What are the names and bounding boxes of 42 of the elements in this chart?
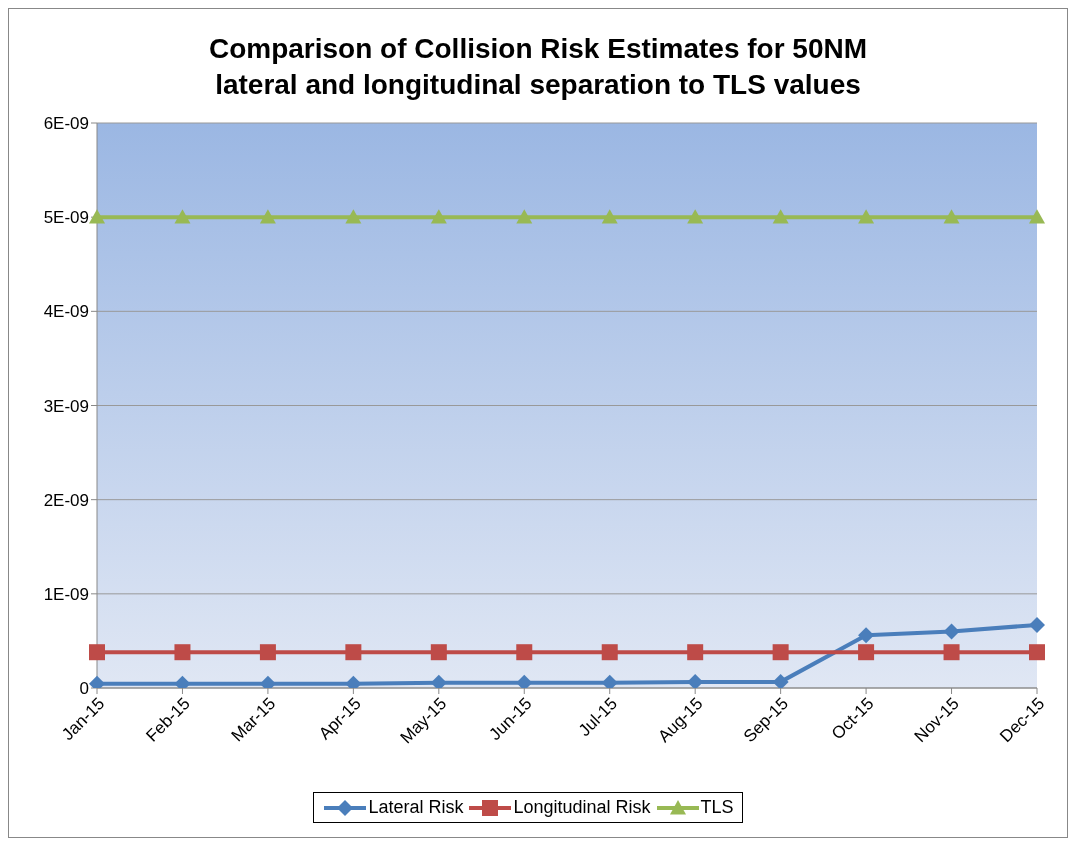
point [601,674,618,688]
y-tick-label: 1E-09 [43,584,89,604]
point [858,644,875,661]
y-tick-label: 6E-09 [43,114,89,134]
point [259,644,276,661]
point [430,644,447,661]
point [174,644,191,661]
point [858,209,875,224]
point [772,644,789,661]
point [430,209,447,224]
point [259,209,276,224]
y-tick-label: 5E-09 [43,208,89,228]
point [89,209,105,224]
point [89,644,105,661]
legend-label: TLS [700,797,734,818]
y-tick-label: 2E-09 [43,490,89,510]
point [943,623,960,640]
point [943,644,960,661]
point [772,673,789,688]
y-tick-label: 0 [79,679,89,699]
point [430,674,447,688]
legend-label: Lateral Risk [368,797,464,818]
legend-label: Longitudinal Risk [513,797,651,818]
point [1029,644,1045,661]
point [943,209,960,224]
y-tick-label: 4E-09 [43,302,89,322]
point [345,644,362,661]
point [516,209,533,224]
chart-title: Comparison of Collision Risk Estimates for 50NM lateral and longitudinal separation to TLS values [207,32,869,102]
point [601,209,618,224]
point [1029,209,1045,224]
point [516,674,533,688]
point [345,209,362,224]
point [687,209,704,224]
point [772,209,789,224]
y-tick-label: 3E-09 [43,396,89,416]
point [687,644,704,661]
point [1029,616,1045,633]
point [858,627,875,644]
point [601,644,618,661]
point [516,644,533,661]
point [174,209,191,224]
